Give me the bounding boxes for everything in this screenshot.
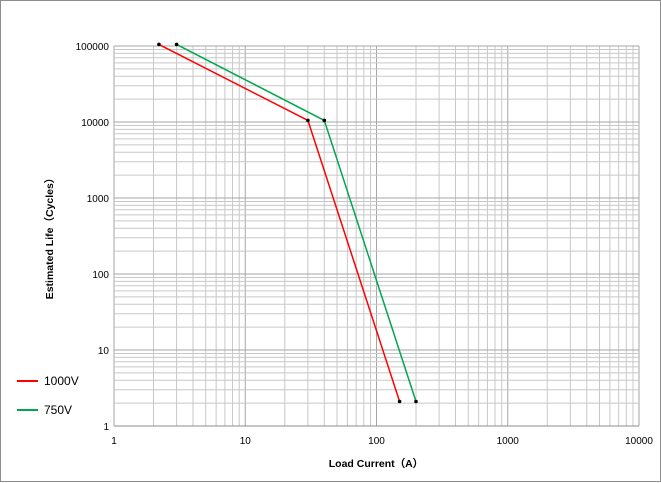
y-tick-label: 100000 — [76, 42, 110, 53]
x-tick-label: 10000 — [625, 436, 653, 447]
data-point — [414, 399, 418, 404]
y-tick-label: 1 — [103, 422, 109, 433]
y-tick-label: 1000 — [87, 194, 110, 205]
y-axis-title: Estimated Life（Cycles） — [43, 173, 56, 300]
data-point — [174, 42, 179, 47]
x-tick-labels: 1 10 100 1000 10000 — [111, 436, 653, 447]
data-point — [306, 118, 310, 123]
x-tick-label: 100 — [368, 436, 385, 447]
x-tick-label: 1 — [111, 436, 117, 447]
x-axis-title: Load Current（A） — [329, 457, 424, 470]
y-tick-label: 100 — [92, 270, 109, 281]
y-tick-label: 10 — [98, 346, 110, 357]
legend-label: 1000V — [44, 374, 79, 388]
series-layer — [157, 42, 418, 404]
y-tick-label: 10000 — [81, 118, 109, 129]
legend: 1000V 750V — [17, 374, 79, 417]
data-point — [397, 399, 402, 404]
data-point — [322, 118, 327, 123]
grid — [113, 45, 640, 427]
x-tick-label: 1000 — [497, 436, 520, 447]
x-tick-label: 10 — [240, 436, 252, 447]
data-point — [157, 42, 161, 47]
y-tick-labels: 1 10 100 1000 10000 100000 — [76, 42, 110, 433]
legend-label: 750V — [44, 403, 72, 417]
